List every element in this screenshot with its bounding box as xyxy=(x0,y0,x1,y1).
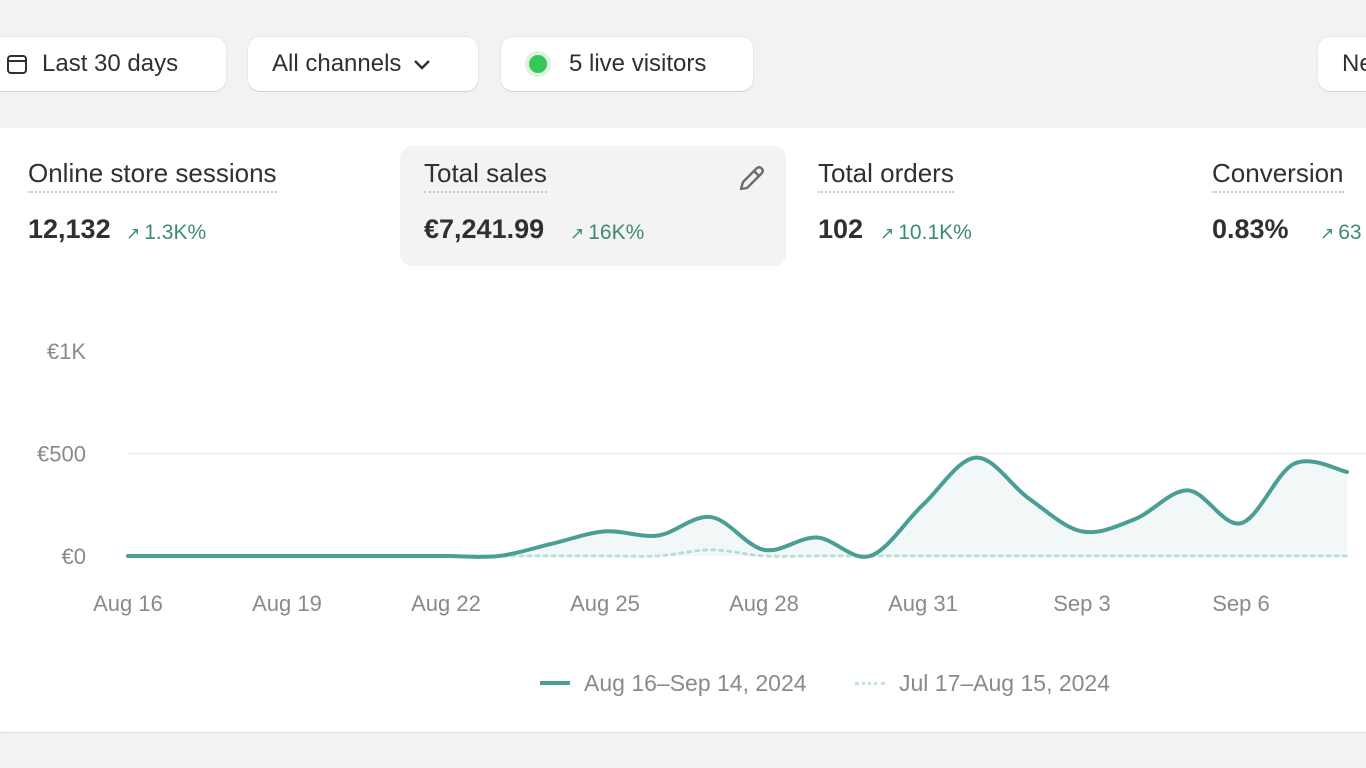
metric-change-value: 16K% xyxy=(588,221,645,244)
metric-conversion[interactable]: Conversion 0.83% ↗ 63 xyxy=(1212,146,1366,266)
metric-total-sales[interactable]: Total sales €7,241.99 ↗ 16K% xyxy=(400,146,786,266)
calendar-icon xyxy=(7,55,27,74)
arrow-up-right-icon: ↗ xyxy=(570,224,585,243)
x-tick-label: Aug 25 xyxy=(570,591,640,616)
metric-label: Total sales xyxy=(424,158,547,193)
x-tick-label: Sep 6 xyxy=(1212,591,1270,616)
legend-dotted-line-icon xyxy=(855,681,885,685)
pencil-icon[interactable] xyxy=(734,162,768,196)
metric-change: ↗ 10.1K% xyxy=(880,221,972,245)
legend-current-period[interactable]: Aug 16–Sep 14, 2024 xyxy=(540,668,807,698)
y-tick-label: €1K xyxy=(47,339,86,364)
arrow-up-right-icon: ↗ xyxy=(126,224,141,243)
metric-change: ↗ 16K% xyxy=(570,221,644,245)
metric-value: 102 xyxy=(818,214,864,244)
new-button[interactable]: Ne xyxy=(1318,37,1366,91)
x-tick-label: Sep 3 xyxy=(1053,591,1111,616)
date-range-button[interactable]: Last 30 days xyxy=(0,37,226,91)
metric-value: 12,132 xyxy=(28,214,111,244)
series-line-current xyxy=(126,455,1349,559)
legend-label: Jul 17–Aug 15, 2024 xyxy=(899,669,1111,696)
live-visitors-button[interactable]: 5 live visitors xyxy=(501,37,753,91)
live-visitors-label: 5 live visitors xyxy=(569,50,707,77)
new-button-label: Ne xyxy=(1342,50,1366,77)
metric-total-orders[interactable]: Total orders 102 ↗ 10.1K% xyxy=(818,146,1158,266)
live-dot-icon xyxy=(529,55,547,73)
metric-label: Conversion xyxy=(1212,158,1344,193)
arrow-up-right-icon: ↗ xyxy=(880,224,895,243)
metric-label: Online store sessions xyxy=(28,158,277,193)
sales-chart: €1K €500 €0 Aug 16 Aug 19 Aug 22 Aug 25 Aug 28 A… xyxy=(37,339,1366,616)
y-tick-label: €500 xyxy=(37,442,86,467)
x-tick-label: Aug 22 xyxy=(411,591,481,616)
y-tick-label: €0 xyxy=(62,544,86,569)
legend-previous-period[interactable]: Jul 17–Aug 15, 2024 xyxy=(855,668,1110,698)
chevron-down-icon xyxy=(414,60,431,70)
x-tick-label: Aug 16 xyxy=(93,591,163,616)
legend-label: Aug 16–Sep 14, 2024 xyxy=(584,669,807,696)
x-tick-label: Aug 19 xyxy=(252,591,322,616)
metric-change-value: 1.3K% xyxy=(144,221,207,244)
metric-online-store-sessions[interactable]: Online store sessions 12,132 ↗ 1.3K% xyxy=(28,146,368,266)
legend-solid-line-icon xyxy=(540,681,570,685)
metric-value: 0.83% xyxy=(1212,214,1289,244)
metric-change: ↗ 63 xyxy=(1320,221,1362,245)
metric-change: ↗ 1.3K% xyxy=(126,221,206,245)
channels-label: All channels xyxy=(272,50,402,77)
series-area-current xyxy=(128,457,1347,557)
metric-value: €7,241.99 xyxy=(424,214,545,244)
x-tick-label: Aug 28 xyxy=(729,591,799,616)
x-tick-label: Aug 31 xyxy=(888,591,958,616)
date-range-label: Last 30 days xyxy=(42,50,179,77)
metric-change-value: 63 xyxy=(1338,221,1362,244)
metric-label: Total orders xyxy=(818,158,954,193)
channels-dropdown[interactable]: All channels xyxy=(248,37,478,91)
arrow-up-right-icon: ↗ xyxy=(1320,224,1335,243)
metric-change-value: 10.1K% xyxy=(898,221,972,244)
